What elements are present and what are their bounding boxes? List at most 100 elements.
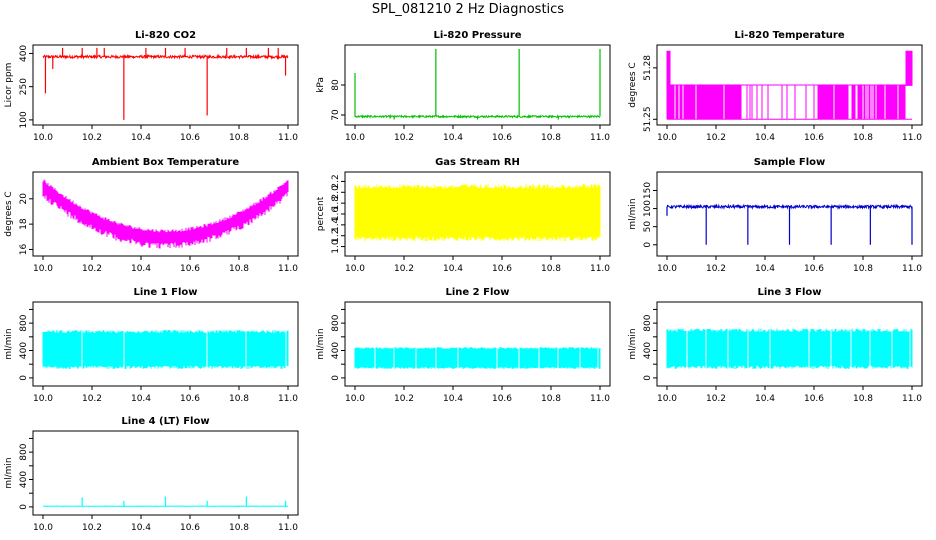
y-axis-label: degrees C (628, 62, 638, 107)
series-sample (666, 203, 913, 245)
x-tick-label: 10.0 (33, 394, 53, 404)
plot-frame (344, 301, 611, 387)
y-axis-label: kPa (316, 77, 326, 93)
panel-title: Ambient Box Temperature (92, 157, 239, 168)
plot-frame (656, 44, 923, 126)
panel-rh: Gas Stream RH 10.0 10.2 10.4 10.6 10.8 11.0 1.0… (316, 157, 611, 274)
y-tick-label: 400 (331, 342, 341, 359)
y-tick-label: 800 (19, 314, 29, 331)
series-line1 (42, 329, 289, 369)
x-tick-label: 10.4 (443, 133, 463, 143)
y-tick-label: 0 (19, 504, 29, 510)
x-tick-label: 10.4 (755, 394, 775, 404)
y-tick-label: 18 (19, 218, 29, 230)
x-tick-label: 10.8 (229, 133, 249, 143)
plot-frame (656, 171, 923, 257)
plot-frame (32, 44, 299, 126)
panel-temperature: Li-820 Temperature 10.0 10.2 10.4 10.6 10.8 11… (628, 30, 923, 143)
panel-line3: Line 3 Flow 10.0 10.2 10.4 10.6 10.8 11.0 0 400 8… (628, 287, 923, 404)
panel-title: Li-820 CO2 (135, 30, 196, 41)
series-line4 (42, 496, 289, 508)
x-tick-label: 10.4 (443, 264, 463, 274)
x-tick-label: 10.6 (180, 264, 200, 274)
panel-title: Gas Stream RH (435, 157, 520, 168)
y-tick-label: 400 (19, 342, 29, 359)
panel-title: Line 4 (LT) Flow (121, 416, 209, 427)
x-tick-label: 10.6 (180, 523, 200, 533)
y-tick-label: 51.28 (643, 55, 653, 81)
x-tick-label: 10.4 (755, 264, 775, 274)
y-axis-label: ml/min (628, 198, 638, 229)
plot-frame (656, 301, 923, 387)
x-tick-label: 10.0 (657, 264, 677, 274)
x-tick-label: 10.8 (541, 264, 561, 274)
x-tick-label: 10.6 (804, 133, 824, 143)
x-tick-label: 10.0 (345, 264, 365, 274)
y-tick-label: 100 (643, 200, 653, 217)
y-axis-label: percent (316, 196, 326, 231)
panel-co2: Li-820 CO2 10.0 10.2 10.4 10.6 10.8 11.0 100 250… (4, 30, 299, 143)
x-tick-label: 10.6 (492, 133, 512, 143)
x-tick-label: 11.0 (590, 264, 610, 274)
panel-pressure: Li-820 Pressure 10.0 10.2 10.4 10.6 10.8 11.0 7… (316, 30, 611, 143)
x-tick-label: 10.0 (33, 523, 53, 533)
x-tick-label: 10.4 (131, 523, 151, 533)
y-tick-label: 0 (19, 375, 29, 381)
y-tick-label: 0 (643, 242, 653, 248)
x-tick-label: 10.8 (229, 523, 249, 533)
y-tick-label: 1.4 (331, 217, 341, 232)
x-tick-label: 10.0 (345, 133, 365, 143)
x-tick-label: 11.0 (902, 133, 922, 143)
y-tick-label: 150 (643, 182, 653, 199)
x-tick-label: 11.0 (902, 264, 922, 274)
panel-title: Line 3 Flow (758, 287, 822, 298)
page-title: SPL_081210 2 Hz Diagnostics (371, 2, 565, 17)
x-tick-label: 10.6 (492, 264, 512, 274)
x-tick-label: 10.6 (804, 394, 824, 404)
x-tick-label: 10.4 (755, 133, 775, 143)
y-tick-label: 1.2 (331, 229, 341, 243)
series-temperature (666, 50, 913, 120)
x-tick-label: 10.8 (229, 394, 249, 404)
panel-title: Li-820 Pressure (433, 30, 521, 41)
x-tick-label: 11.0 (278, 133, 298, 143)
x-tick-label: 10.2 (706, 133, 726, 143)
x-tick-label: 10.8 (853, 394, 873, 404)
series-co2 (42, 47, 289, 120)
x-tick-label: 11.0 (278, 523, 298, 533)
panel-title: Li-820 Temperature (734, 30, 844, 41)
plot-frame (32, 301, 299, 387)
y-axis-label: ml/min (4, 457, 14, 488)
x-tick-label: 10.2 (82, 133, 102, 143)
y-axis-label: degrees C (4, 191, 14, 236)
y-axis-label: ml/min (316, 328, 326, 359)
y-tick-label: 20 (19, 193, 29, 205)
y-tick-label: 250 (19, 78, 29, 95)
x-tick-label: 11.0 (590, 133, 610, 143)
series-pressure (354, 49, 601, 120)
series-line2 (354, 347, 601, 369)
y-axis-label: ml/min (4, 328, 14, 359)
panel-ambient: Ambient Box Temperature 10.0 10.2 10.4 10.6 1… (4, 157, 299, 274)
y-tick-label: 16 (19, 243, 29, 255)
panel-line2: Line 2 Flow 10.0 10.2 10.4 10.6 10.8 11.0 0 400 8… (316, 287, 611, 404)
series-line3 (666, 328, 913, 369)
x-tick-label: 11.0 (902, 394, 922, 404)
series-line (666, 203, 913, 211)
x-tick-label: 10.6 (180, 133, 200, 143)
y-tick-label: 800 (19, 443, 29, 460)
x-tick-label: 11.0 (590, 394, 610, 404)
y-tick-label: 0 (643, 375, 653, 381)
x-tick-label: 10.2 (706, 264, 726, 274)
y-axis-label: ml/min (628, 328, 638, 359)
plot-frame (32, 430, 299, 516)
panel-title: Line 2 Flow (446, 287, 510, 298)
x-tick-label: 10.0 (657, 133, 677, 143)
y-tick-label: 400 (19, 45, 29, 62)
x-tick-label: 10.8 (229, 264, 249, 274)
panel-sample: Sample Flow 10.0 10.2 10.4 10.6 10.8 11.0 0 50 10… (628, 157, 923, 274)
x-tick-label: 10.2 (394, 133, 414, 143)
x-tick-label: 10.0 (33, 133, 53, 143)
x-tick-label: 10.4 (131, 133, 151, 143)
